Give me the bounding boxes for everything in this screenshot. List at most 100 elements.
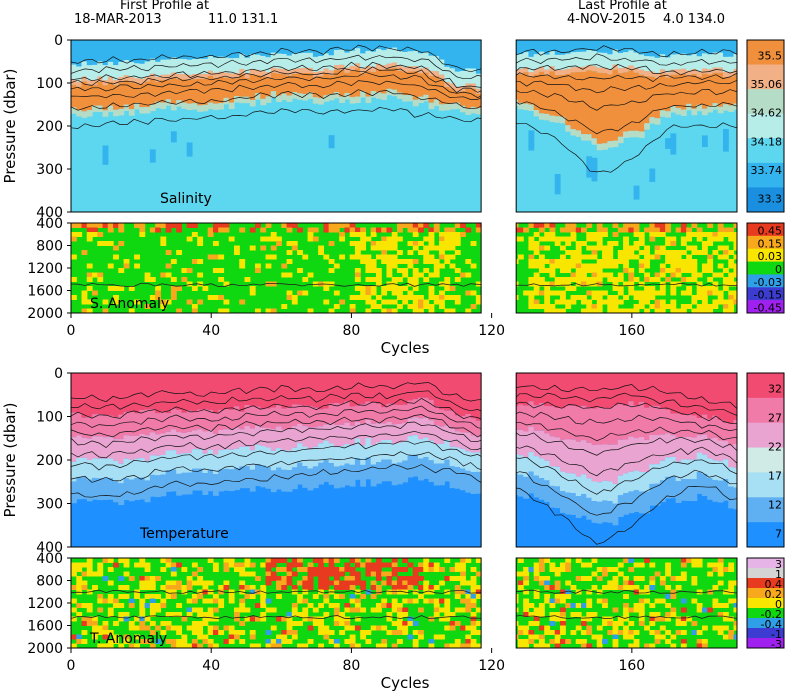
colorbar-swatch [747, 568, 784, 579]
salinity-field [71, 40, 737, 212]
xtick-label: 80 [343, 323, 361, 339]
first-profile-date: 18-MAR-2013 [74, 12, 162, 27]
plot-frame-right [515, 557, 738, 649]
temperature_anomaly-colorbar: 310.40.20-0.2-0.4-1-3 [746, 557, 785, 651]
xtick-label: 40 [202, 323, 220, 339]
anomaly-contour [71, 589, 737, 594]
salinity-label: Salinity [160, 191, 212, 207]
ytick-label: 100 [36, 76, 63, 92]
colorbar-label: 0 [775, 598, 782, 611]
colorbar-label: 7 [775, 528, 782, 541]
first-profile-label: First Profile at [120, 0, 210, 13]
ytick-label: 300 [36, 162, 63, 178]
contour-line [71, 440, 737, 495]
contour-line [71, 89, 737, 135]
contour-line [71, 405, 737, 431]
plot-frame-right [515, 39, 738, 213]
colorbar-swatch [747, 598, 784, 609]
colorbar-label: 3 [775, 558, 782, 571]
temperature_anomaly-field [71, 558, 737, 648]
colorbar-swatch [747, 261, 784, 275]
xtick-label: 120 [478, 658, 505, 674]
xtick-label: 0 [67, 658, 76, 674]
xtick-label: 0 [67, 323, 76, 339]
temperature-field [71, 373, 737, 547]
ytick-label: 400 [36, 551, 63, 567]
contour-line [71, 451, 737, 516]
colorbar-swatch [747, 138, 784, 164]
last-profile-label: Last Profile at [578, 0, 667, 13]
colorbar-swatch [747, 618, 784, 629]
ytick-label: 0 [54, 33, 63, 49]
colorbar-swatch [747, 89, 784, 115]
colorbar-label: 33.3 [758, 193, 783, 206]
colorbar-swatch [747, 472, 784, 498]
colorbar-swatch [747, 223, 784, 237]
colorbar-label: 0.2 [765, 588, 783, 601]
ytick-label: 1200 [27, 261, 63, 277]
last-profile-date: 4-NOV-2015 [567, 12, 646, 27]
colorbar-frame [746, 557, 785, 649]
colorbar-swatch [747, 300, 784, 314]
colorbar-label: 34.62 [751, 107, 783, 120]
colorbar-swatch [747, 522, 784, 548]
colorbar-label: -0.2 [761, 608, 782, 621]
colorbar-label: -3 [771, 638, 782, 651]
salinity_anomaly-label: S. Anomaly [90, 296, 169, 312]
anomaly-contour [71, 282, 737, 287]
xtick-label: 160 [618, 658, 645, 674]
colorbar-label: -0.15 [754, 289, 782, 302]
colorbar-swatch [747, 187, 784, 213]
colorbar-swatch [747, 235, 784, 250]
colorbar-label: 0.4 [765, 578, 783, 591]
colorbar-swatch [747, 40, 784, 65]
colorbar-swatch [747, 578, 784, 589]
ytick-label: 1600 [27, 619, 63, 635]
anomaly-contour [71, 615, 737, 620]
colorbar-swatch [747, 608, 784, 619]
ytick-label: 2000 [27, 306, 63, 322]
colorbar-label: 22 [768, 441, 782, 454]
colorbar-frame [746, 372, 785, 548]
contour-line [71, 107, 737, 173]
colorbar-swatch [747, 373, 784, 399]
salinity_anomaly-field [71, 223, 737, 313]
colorbar-label: 12 [768, 499, 782, 512]
colorbar-swatch [747, 588, 784, 599]
colorbar-label: -0.03 [754, 276, 782, 289]
plot-frame-right [515, 372, 738, 548]
contour-line [71, 414, 737, 442]
ytick-label: 800 [36, 239, 63, 255]
colorbar-swatch [747, 248, 784, 262]
ytick-label: 400 [36, 540, 63, 556]
colorbar-label: 0.03 [758, 250, 783, 263]
x-axis-label: Cycles [381, 674, 430, 692]
contour-line [71, 430, 737, 477]
colorbar-label: -0.45 [754, 302, 782, 315]
ytick-label: 1200 [27, 596, 63, 612]
contour-line [71, 464, 737, 545]
colorbar-frame [746, 222, 785, 314]
contour-line [71, 71, 737, 99]
contour-line [71, 53, 737, 80]
contour-line [71, 61, 737, 89]
colorbar-label: -0.4 [761, 618, 782, 631]
y-axis-label: Pressure (dbar) [1, 403, 19, 518]
xtick-label: 80 [343, 658, 361, 674]
colorbar-swatch [747, 497, 784, 523]
ytick-label: 1600 [27, 284, 63, 300]
salinity_anomaly-colorbar: 0.450.150.030-0.03-0.15-0.45 [746, 222, 785, 315]
colorbar-swatch [747, 113, 784, 139]
colorbar-swatch [747, 638, 784, 649]
colorbar-label: 34.18 [751, 135, 783, 148]
temperature_anomaly-label: T. Anomaly [89, 631, 167, 647]
first-profile-coords: 11.0 131.1 [208, 12, 279, 27]
colorbar-label: 0.45 [758, 224, 783, 237]
colorbar-swatch [747, 422, 784, 448]
temperature-label: Temperature [139, 526, 229, 542]
colorbar-label: 17 [768, 470, 782, 483]
ytick-label: 200 [36, 453, 63, 469]
xtick-label: 120 [478, 323, 505, 339]
ytick-label: 200 [36, 119, 63, 135]
